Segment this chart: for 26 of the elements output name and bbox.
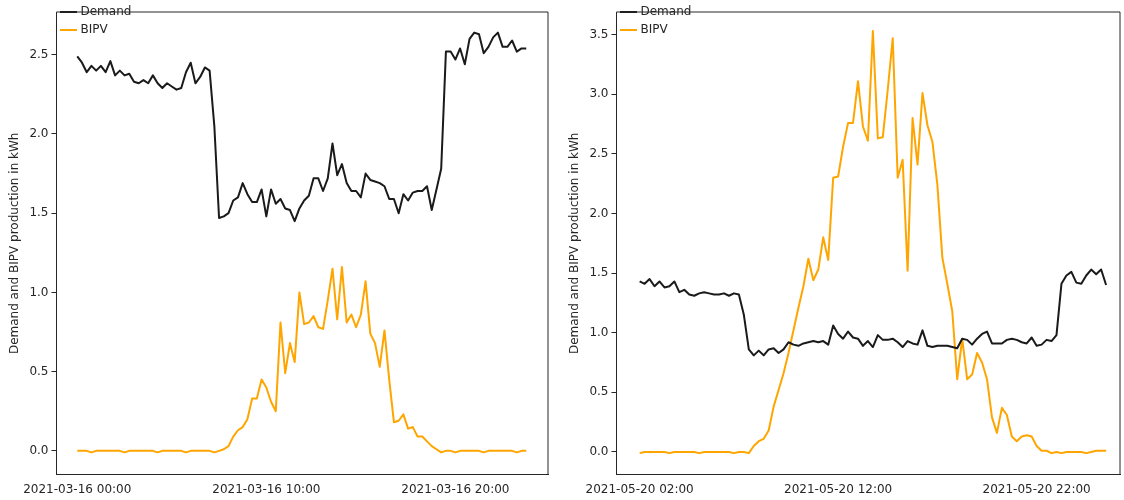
- y-tick-label: 3.5: [589, 26, 609, 41]
- y-tick-label: 2.5: [29, 46, 49, 61]
- x-tick-label: 2021-05-20 02:00: [585, 481, 694, 496]
- x-tick-label: 2021-05-20 12:00: [784, 481, 893, 496]
- legend-label: BIPV: [640, 22, 669, 37]
- y-tick-label: 1.5: [29, 205, 49, 220]
- y-tick-label: 2.0: [29, 126, 49, 141]
- legend-label: Demand: [80, 4, 132, 19]
- legend-label: Demand: [640, 4, 692, 19]
- x-tick-label: 2021-05-20 22:00: [982, 481, 1091, 496]
- x-tick-label: 2021-03-16 10:00: [212, 481, 321, 496]
- y-tick-label: 0.5: [29, 363, 49, 378]
- y-tick-label: 0.0: [29, 442, 49, 457]
- y-tick-label: 3.0: [589, 86, 609, 101]
- legend-label: BIPV: [80, 22, 109, 37]
- y-tick-label: 2.5: [589, 146, 609, 160]
- y-tick-label: 1.0: [589, 324, 609, 339]
- y-tick-label: 1.0: [29, 284, 49, 299]
- y-axis-title: Demand and BIPV production in kWh: [7, 132, 22, 355]
- x-tick-label: 2021-03-16 20:00: [401, 481, 510, 496]
- y-tick-label: 2.0: [589, 205, 609, 220]
- y-tick-label: 0.0: [589, 444, 609, 459]
- y-tick-label: 1.5: [589, 265, 609, 280]
- y-tick-label: 0.5: [589, 384, 609, 399]
- x-tick-label: 2021-03-16 00:00: [23, 481, 132, 496]
- y-axis-title: Demand and BIPV production in kWh: [567, 132, 582, 355]
